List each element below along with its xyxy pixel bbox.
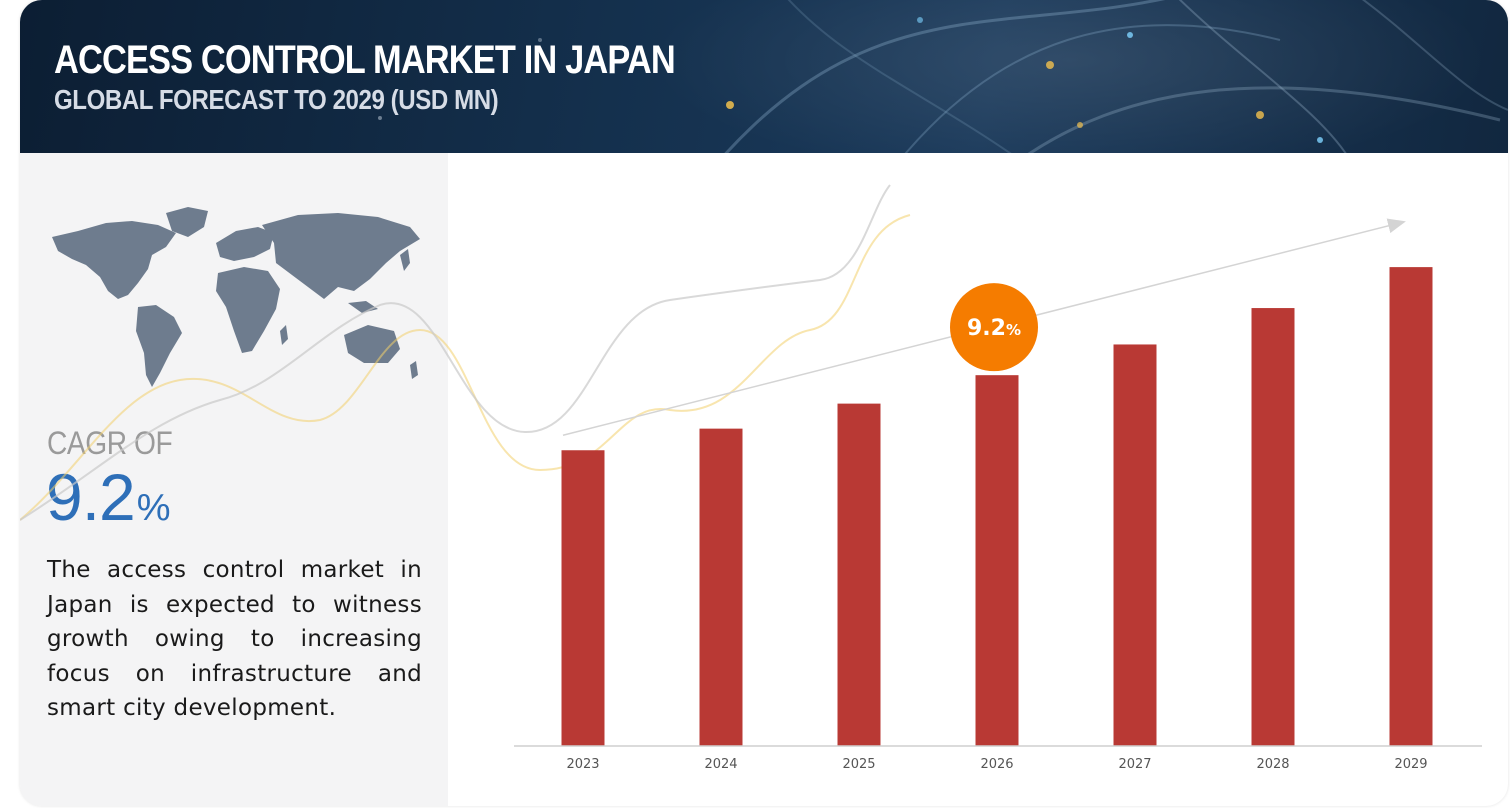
page-title: ACCESS CONTROL MARKET IN JAPAN: [54, 38, 676, 82]
x-tick-2024: 2024: [704, 757, 737, 772]
bar-2025: [837, 403, 881, 746]
bar-chart: 2023 2024 2025 2026 2027 2028 2029 9.2%: [514, 218, 1482, 772]
x-tick-2025: 2025: [842, 757, 875, 772]
bar-2027: [1113, 344, 1157, 746]
bar-2028: [1251, 308, 1295, 746]
infographic-card: ACCESS CONTROL MARKET IN JAPAN GLOBAL FO…: [20, 0, 1508, 806]
bar-2029: [1389, 267, 1433, 746]
bar-2026: [975, 375, 1019, 746]
bar-2024: [699, 428, 743, 746]
market-description: The access control market in Japan is ex…: [47, 557, 422, 722]
header-banner: ACCESS CONTROL MARKET IN JAPAN GLOBAL FO…: [20, 0, 1508, 153]
x-tick-2028: 2028: [1256, 757, 1289, 772]
x-tick-2026: 2026: [980, 757, 1013, 772]
x-tick-2027: 2027: [1118, 757, 1151, 772]
banner-light-trails: [378, 0, 1508, 153]
page-subtitle: GLOBAL FORECAST TO 2029 (USD MN): [54, 84, 499, 115]
cagr-badge: [950, 283, 1038, 372]
cagr-badge-label: 9.2%: [967, 316, 1021, 341]
bar-2023: [561, 450, 605, 746]
x-tick-2023: 2023: [566, 757, 599, 772]
x-tick-2029: 2029: [1394, 757, 1427, 772]
